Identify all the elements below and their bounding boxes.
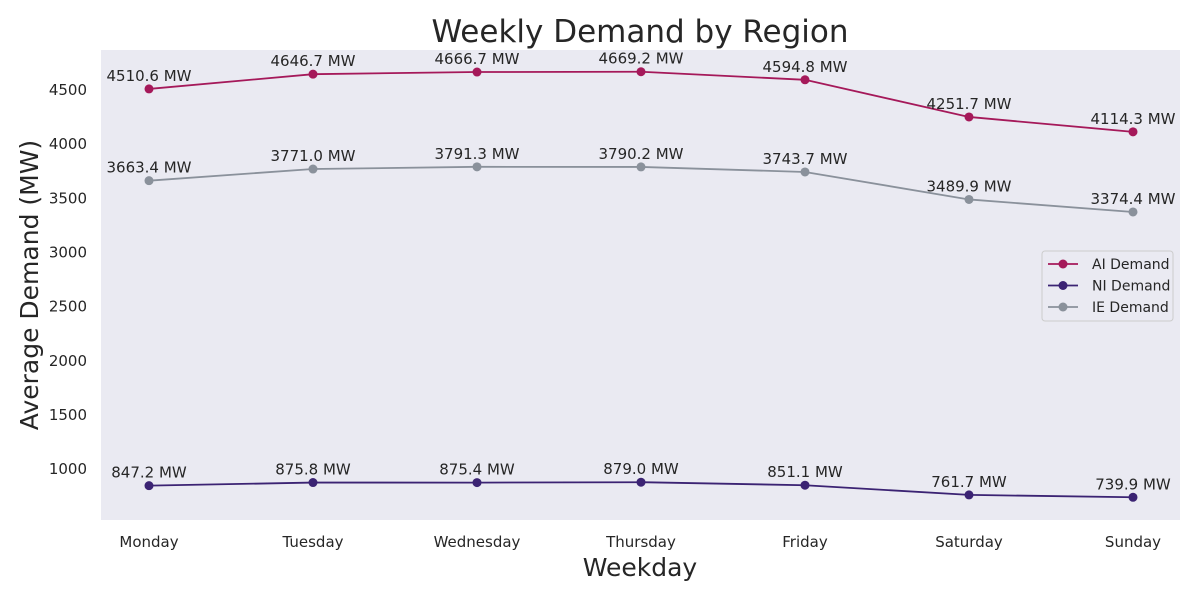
data-point-ni-demand — [964, 490, 974, 500]
y-tick-label: 2500 — [49, 298, 87, 316]
data-label-ai-demand: 4666.7 MW — [434, 50, 519, 68]
legend-marker-ni-demand — [1058, 281, 1068, 290]
x-tick-label: Tuesday — [281, 533, 343, 551]
data-label-ni-demand: 879.0 MW — [603, 460, 679, 478]
data-label-ai-demand: 4510.6 MW — [106, 67, 191, 85]
data-point-ie-demand — [472, 162, 482, 172]
y-tick-labels: 1000 1500 2000 2500 3000 3500 4000 4500 — [49, 81, 87, 478]
data-point-ie-demand — [308, 164, 318, 174]
chart-title: Weekly Demand by Region — [431, 14, 848, 50]
x-tick-labels: Monday Tuesday Wednesday Thursday Friday Satu… — [119, 533, 1161, 551]
x-tick-label: Saturday — [935, 533, 1003, 551]
data-label-ai-demand: 4646.7 MW — [270, 52, 355, 70]
data-point-ni-demand — [1128, 492, 1138, 502]
data-point-ni-demand — [800, 480, 810, 490]
data-label-ni-demand: 739.9 MW — [1095, 475, 1171, 493]
data-point-ai-demand — [144, 84, 154, 94]
data-point-ie-demand — [636, 162, 646, 172]
y-tick-label: 3500 — [49, 189, 87, 207]
legend-marker-ai-demand — [1058, 259, 1068, 269]
data-point-ni-demand — [472, 478, 482, 488]
legend: AI Demand NI Demand IE Demand — [1041, 250, 1174, 322]
y-tick-label: 3000 — [49, 244, 87, 262]
y-tick-label: 1500 — [49, 406, 87, 424]
data-point-ni-demand — [144, 481, 154, 491]
data-label-ie-demand: 3489.9 MW — [926, 177, 1011, 195]
data-label-ai-demand: 4251.7 MW — [926, 95, 1011, 113]
x-axis-label: Weekday — [583, 553, 698, 582]
data-label-ni-demand: 847.2 MW — [111, 464, 187, 482]
y-tick-label: 4500 — [49, 81, 87, 99]
x-tick-label: Sunday — [1105, 533, 1161, 551]
data-label-ni-demand: 761.7 MW — [931, 473, 1007, 491]
data-point-ie-demand — [1128, 207, 1138, 217]
data-label-ni-demand: 875.8 MW — [275, 461, 351, 479]
y-tick-label: 2000 — [49, 352, 87, 370]
data-label-ie-demand: 3374.4 MW — [1090, 190, 1175, 208]
data-label-ie-demand: 3791.3 MW — [434, 145, 519, 163]
data-point-ai-demand — [964, 112, 974, 122]
data-point-ai-demand — [308, 69, 318, 79]
data-point-ie-demand — [800, 167, 810, 177]
legend-label-ai-demand: AI Demand — [1092, 257, 1170, 273]
data-label-ie-demand: 3790.2 MW — [598, 145, 683, 163]
data-label-ai-demand: 4114.3 MW — [1090, 110, 1175, 128]
data-point-ai-demand — [636, 67, 646, 77]
data-point-ni-demand — [308, 478, 318, 488]
data-label-ie-demand: 3743.7 MW — [762, 150, 847, 168]
data-point-ie-demand — [144, 176, 154, 186]
data-point-ai-demand — [472, 67, 482, 77]
data-point-ai-demand — [800, 75, 810, 85]
data-point-ai-demand — [1128, 127, 1138, 137]
legend-label-ni-demand: NI Demand — [1092, 279, 1170, 295]
data-label-ie-demand: 3771.0 MW — [270, 147, 355, 165]
legend-marker-ie-demand — [1058, 302, 1068, 312]
y-tick-label: 1000 — [49, 460, 87, 478]
data-point-ie-demand — [964, 194, 974, 204]
y-axis-label: Average Demand (MW) — [15, 140, 44, 430]
data-labels: 4510.6 MW 4646.7 MW 4666.7 MW 4669.2 MW 4594… — [106, 50, 1175, 494]
data-label-ai-demand: 4669.2 MW — [598, 50, 683, 68]
data-label-ni-demand: 851.1 MW — [767, 463, 843, 481]
legend-box — [1041, 250, 1174, 322]
data-label-ni-demand: 875.4 MW — [439, 461, 515, 479]
legend-label-ie-demand: IE Demand — [1092, 300, 1169, 316]
data-label-ai-demand: 4594.8 MW — [762, 58, 847, 76]
x-tick-label: Friday — [782, 533, 828, 551]
plot-background — [101, 50, 1180, 520]
x-tick-label: Wednesday — [434, 533, 521, 551]
series-points — [144, 67, 1138, 502]
y-tick-label: 4000 — [49, 135, 87, 153]
data-point-ni-demand — [636, 477, 646, 487]
x-tick-label: Thursday — [605, 533, 676, 551]
x-tick-label: Monday — [119, 533, 178, 551]
data-label-ie-demand: 3663.4 MW — [106, 159, 191, 177]
